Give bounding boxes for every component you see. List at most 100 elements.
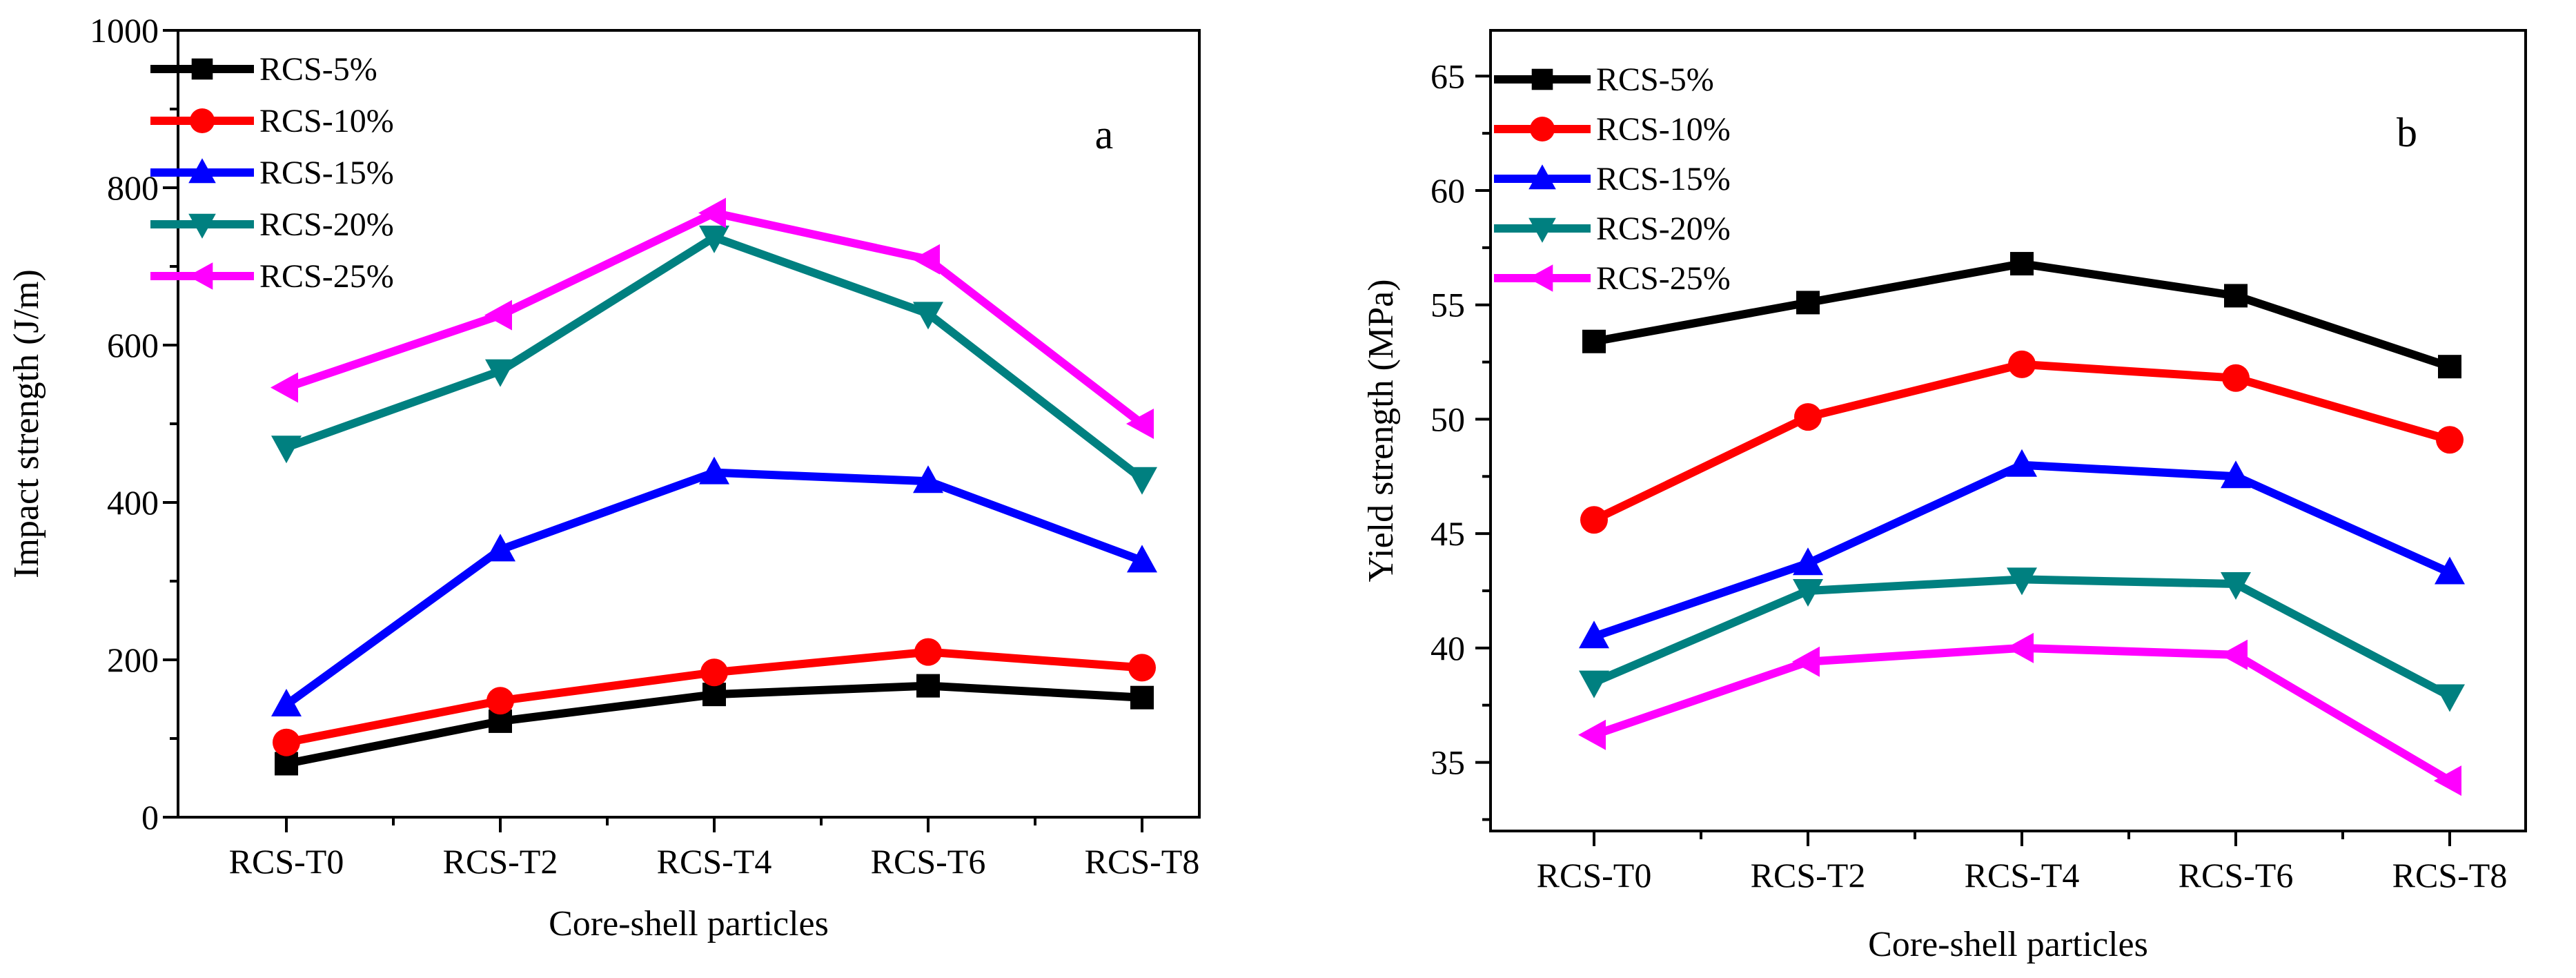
y-tick-label: 45 [1430,514,1465,553]
data-point [699,456,729,485]
legend-label: RCS-15% [1596,161,1731,197]
x-axis-title: Core-shell particles [549,904,829,943]
y-tick-label: 50 [1430,400,1465,438]
legend-marker [188,213,216,239]
x-tick-label: RCS-T4 [1965,856,2080,894]
data-point [699,225,729,253]
series-rcs-10 [1580,350,2464,534]
legend-label: RCS-25% [259,258,394,295]
data-point [2220,639,2248,670]
data-point [2436,426,2464,454]
data-point [1792,646,1820,677]
x-tick-label: RCS-T6 [871,842,986,881]
data-point [2438,355,2461,379]
x-tick-label: RCS-T8 [1085,842,1200,881]
series-rcs-10 [273,638,1156,756]
legend-marker [1531,68,1553,90]
data-point [2010,252,2034,276]
legend-label: RCS-5% [1596,61,1714,98]
data-point [1127,467,1157,495]
data-point [2221,460,2251,489]
data-point [912,244,940,275]
y-tick-label: 800 [107,168,159,207]
data-point [486,687,514,715]
data-point [2434,765,2461,796]
chart-panel-a: 0 200 400 600 800 1000 RCS-T0 RCS-T2 RCS-T4 RCS-T… [7,11,1201,943]
legend: RCS-5% RCS-10% RCS-15% RCS-20% RCS-25% [1494,61,1731,297]
data-point [1579,670,1609,698]
y-axis-title: Yield strength (MPa) [1361,279,1401,582]
legend-label: RCS-10% [259,103,394,139]
y-tick-label: 400 [107,483,159,522]
data-point [273,728,300,756]
data-point [1127,545,1157,573]
data-point [2007,567,2037,596]
legend-marker [1530,117,1555,141]
y-tick-label: 600 [107,326,159,364]
data-point [2435,556,2465,585]
y-tick-label: 0 [141,798,159,837]
x-tick-label: RCS-T4 [657,842,772,881]
panel-label: b [2397,110,2417,155]
x-axis-title: Core-shell particles [1868,925,2148,964]
y-tick-label: 40 [1430,629,1465,667]
data-point [913,465,943,493]
data-point [2007,449,2037,477]
data-point [271,436,302,464]
data-point [1580,506,1608,534]
legend-label: RCS-20% [259,206,394,243]
data-point [2435,684,2465,712]
series-rcs-20 [271,225,1157,495]
legend: RCS-5% RCS-10% RCS-15% RCS-20% RCS-25% [150,51,394,295]
x-tick-label: RCS-T6 [2179,856,2294,894]
data-point [484,300,512,331]
legend-marker [188,158,216,184]
series-rcs-5 [275,674,1154,776]
y-tick-label: 35 [1430,743,1465,782]
x-tick-label: RCS-T2 [443,842,558,881]
legend-marker [188,262,213,290]
data-point [1582,329,1606,353]
data-point [1578,719,1606,750]
data-point [2224,284,2248,308]
series-rcs-5 [1582,252,2461,379]
series-rcs-20 [1579,567,2465,712]
legend-marker [1528,264,1553,292]
x-tick-label: RCS-T0 [1537,856,1652,894]
x-tick-label: RCS-T8 [2392,856,2508,894]
data-point [2222,364,2250,392]
legend-label: RCS-10% [1596,111,1731,148]
chart-panel-b: 35 40 45 50 55 60 65 RCS-T0 RCS-T2 RCS-T4 RCS-T6 RC… [1361,29,2527,964]
plot-frame [1489,29,2527,832]
y-tick-label: 1000 [90,11,159,50]
data-point [1793,579,1823,607]
data-point [702,683,726,707]
data-point [916,674,940,698]
data-point [1793,547,1823,576]
legend-marker [190,108,215,133]
data-point [913,302,943,330]
data-point [1128,654,1156,682]
panel-label: a [1095,112,1114,157]
legend-marker [1528,217,1556,243]
data-point [485,534,515,562]
data-point [1796,291,1820,315]
x-tick-label: RCS-T2 [1751,856,1866,894]
series-rcs-25 [271,197,1154,439]
legend-label: RCS-15% [259,155,394,191]
data-point [700,658,728,687]
y-tick-label: 55 [1430,286,1465,324]
legend-marker [191,58,213,80]
y-tick-label: 60 [1430,171,1465,210]
legend-label: RCS-20% [1596,211,1731,247]
data-point [1126,409,1154,439]
series-rcs-25 [1578,632,2461,796]
series-rcs-15 [271,456,1157,716]
data-point [1794,403,1822,431]
data-point [2221,572,2251,600]
y-tick-label: 65 [1430,57,1465,95]
series-rcs-15 [1579,449,2465,649]
data-point [2006,632,2034,663]
